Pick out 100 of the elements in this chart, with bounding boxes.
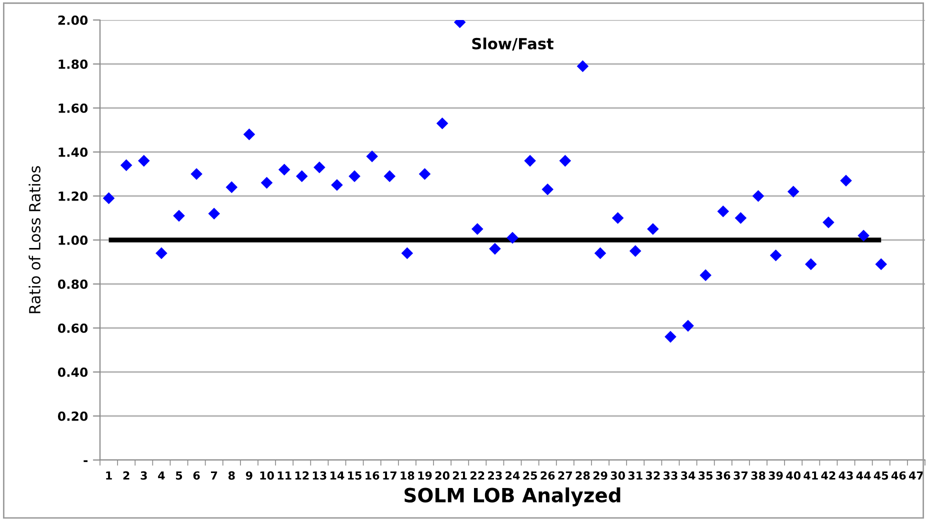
x-tick-label: 26 — [540, 471, 555, 480]
point — [875, 258, 888, 270]
x-tick-label: 13 — [312, 471, 326, 480]
point — [366, 150, 378, 162]
point — [805, 258, 817, 270]
x-tick-label: 23 — [488, 471, 502, 480]
x-tick-label: 46 — [891, 471, 906, 480]
x-tick-label: 20 — [435, 471, 450, 480]
y-tick-label: 1.20 — [58, 191, 88, 201]
point — [594, 247, 606, 260]
point — [840, 174, 852, 186]
point — [629, 245, 642, 257]
point — [576, 60, 589, 72]
point — [612, 212, 624, 224]
x-tick-label: 1 — [106, 471, 112, 480]
x-tick-label: 5 — [176, 471, 182, 480]
point — [278, 164, 290, 176]
x-tick-label: 8 — [228, 471, 235, 480]
point — [489, 242, 501, 255]
x-tick-label: 25 — [523, 471, 538, 480]
x-tick-label: 42 — [821, 471, 836, 480]
y-tick-label: 1.00 — [58, 235, 88, 245]
y-tick-label: 0.40 — [58, 367, 88, 377]
point — [260, 176, 273, 189]
point — [436, 118, 448, 130]
x-tick-label: 32 — [646, 471, 660, 480]
y-tick-label: - — [84, 460, 88, 462]
point — [700, 269, 712, 282]
x-tick-label: 47 — [908, 471, 924, 480]
x-tick-label: 10 — [260, 471, 274, 480]
point — [173, 210, 185, 222]
x-tick-label: 19 — [418, 471, 432, 480]
point — [243, 128, 256, 140]
point — [226, 181, 238, 194]
point — [734, 212, 747, 224]
x-tick-label: 43 — [838, 471, 853, 480]
x-tick-label: 16 — [366, 471, 380, 480]
x-tick-label: 34 — [681, 471, 696, 480]
point — [208, 208, 220, 220]
x-tick-label: 39 — [768, 471, 783, 480]
x-tick-label: 14 — [330, 471, 344, 480]
y-tick-label: 1.60 — [58, 103, 88, 113]
x-tick-label: 9 — [246, 471, 252, 480]
x-tick-label: 29 — [593, 471, 608, 480]
x-tick-label: 31 — [628, 471, 642, 480]
point — [664, 330, 676, 343]
point — [542, 184, 554, 196]
point — [647, 223, 659, 235]
y-tick-label: 1.80 — [58, 59, 88, 69]
x-tick-label: 38 — [751, 471, 766, 480]
point — [314, 162, 326, 174]
point — [752, 190, 764, 202]
x-axis-title: SOLM LOB Analyzed — [404, 487, 620, 506]
point — [190, 168, 202, 180]
x-tick-label: 4 — [158, 471, 165, 480]
annotation: Slow/Fast — [472, 38, 554, 51]
x-tick-label: 37 — [734, 471, 748, 480]
x-tick-label: 30 — [610, 471, 626, 480]
x-tick-label: 27 — [558, 471, 572, 480]
x-tick-label: 2 — [123, 471, 130, 480]
y-tick-label: 0.60 — [58, 323, 88, 333]
x-tick-label: 24 — [506, 471, 520, 480]
x-tick-label: 12 — [295, 471, 309, 480]
point — [717, 206, 730, 218]
x-tick-label: 7 — [210, 471, 218, 480]
x-tick-label: 18 — [400, 471, 414, 480]
x-tick-label: 41 — [804, 471, 818, 480]
point — [156, 247, 168, 260]
point — [770, 250, 782, 262]
y-tick-label: 0.80 — [58, 279, 88, 289]
x-tick-label: 22 — [470, 471, 484, 480]
point — [506, 232, 518, 244]
point — [524, 154, 536, 167]
point — [331, 179, 343, 191]
x-tick-label: 33 — [663, 471, 678, 480]
x-tick-label: 28 — [576, 471, 590, 480]
x-tick-label: 45 — [874, 471, 888, 480]
x-tick-label: 44 — [856, 471, 871, 480]
y-axis-title: Ratio of Loss Ratios — [28, 166, 41, 314]
point — [348, 170, 360, 182]
x-tick-label: 21 — [452, 471, 467, 480]
y-tick-label: 0.20 — [58, 411, 88, 421]
point — [384, 170, 396, 182]
point — [401, 247, 414, 260]
point — [296, 170, 308, 182]
x-tick-label: 3 — [140, 471, 147, 480]
point — [858, 230, 870, 242]
point — [822, 216, 834, 228]
point — [120, 159, 132, 172]
x-tick-label: 35 — [698, 471, 713, 480]
x-tick-label: 11 — [278, 471, 292, 480]
x-tick-label: 36 — [716, 471, 730, 480]
x-tick-label: 40 — [786, 471, 801, 480]
x-tick-label: 6 — [193, 471, 200, 480]
point — [102, 192, 115, 204]
point — [138, 154, 150, 167]
x-tick-label: 15 — [348, 471, 362, 480]
y-tick-label: 1.40 — [58, 147, 88, 157]
point — [682, 320, 694, 332]
point — [559, 154, 572, 167]
